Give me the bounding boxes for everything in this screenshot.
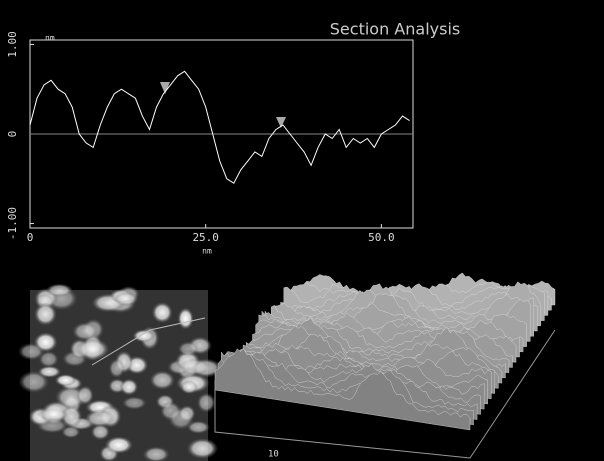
image-grain	[133, 329, 155, 342]
image-grain	[168, 407, 194, 430]
image-grain	[197, 393, 216, 413]
y-tick-label: 1.00	[6, 31, 19, 58]
image-grain	[91, 424, 110, 440]
image-grain	[46, 284, 73, 297]
surface-axis-label: 10	[268, 450, 279, 460]
image-grain	[39, 351, 59, 368]
screen: Section Analysis nm nm 10 -1.00 0 1.00 0 25.…	[0, 0, 604, 461]
image-grain	[178, 341, 198, 356]
x-tick-label: 25.0	[192, 231, 219, 244]
image-grain	[72, 322, 97, 341]
y-unit: nm	[45, 34, 55, 43]
image-grain	[105, 436, 133, 454]
image-grain	[180, 380, 198, 394]
x-tick-label: 0	[27, 231, 34, 244]
x-unit: nm	[202, 247, 212, 256]
y-tick-label: 0	[6, 131, 19, 138]
image-grain	[152, 302, 173, 323]
height-image	[18, 284, 222, 461]
image-grain	[187, 438, 218, 459]
image-grain	[178, 308, 194, 330]
image-grain	[41, 402, 68, 426]
page: Section Analysis nm nm 10 -1.00 0 1.00 0 25.…	[0, 0, 604, 461]
image-grain	[34, 303, 57, 326]
chart-title: Section Analysis	[330, 20, 460, 39]
y-tick-label: -1.00	[6, 207, 19, 240]
x-tick-label: 50.0	[368, 231, 395, 244]
image-grain	[55, 374, 77, 386]
image-grain	[77, 385, 94, 405]
image-grain	[76, 338, 110, 360]
image-grain	[122, 396, 147, 409]
image-grain	[179, 358, 211, 375]
image-grain	[114, 292, 138, 306]
image-grain	[120, 379, 138, 396]
image-grain	[150, 371, 175, 390]
image-grain	[34, 332, 58, 352]
image-grain	[109, 359, 125, 378]
